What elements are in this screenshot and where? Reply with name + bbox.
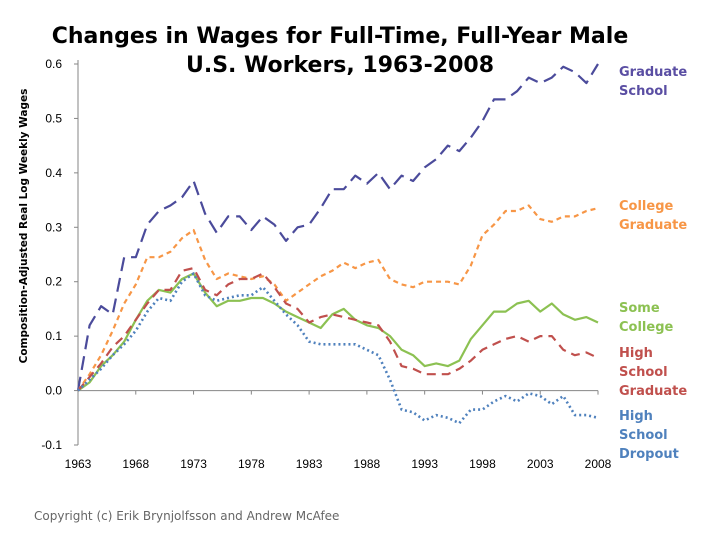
x-tick-label: 1978	[238, 457, 265, 471]
series-label-line: College	[619, 199, 674, 214]
y-axis-label: Composition-Adjusted Real Log Weekly Wag…	[18, 89, 30, 364]
y-tick-label: -0.1	[41, 438, 62, 452]
x-tick-label: 1993	[411, 457, 438, 471]
series-label-line: Graduate	[619, 65, 688, 80]
x-tick-label: 1998	[469, 457, 496, 471]
y-tick-label: 0.4	[45, 166, 62, 180]
series-label-high-school-graduate: High School Graduate	[619, 344, 709, 401]
y-tick-label: 0.2	[45, 275, 62, 289]
series-label-high-school-dropout: High School Dropout	[619, 407, 709, 464]
series-label-line: High	[619, 346, 653, 361]
y-tick-label: 0.6	[45, 57, 62, 71]
y-tick-label: 0.5	[45, 111, 62, 125]
series-label-some-college: Some College	[619, 299, 709, 337]
series-label-line: Dropout	[619, 447, 679, 462]
y-tick-label: 0.1	[45, 329, 62, 343]
series-label-line: Graduate	[619, 218, 688, 233]
axes: -0.1 0.0 0.1 0.2 0.3 0.4 0.5 0.6 1963 1968 1973 197…	[41, 57, 611, 471]
copyright-note: Copyright (c) Erik Brynjolfsson and Andr…	[34, 509, 340, 523]
series-line-high-school-dropout	[77, 272, 599, 425]
x-tick-label: 1988	[354, 457, 381, 471]
chart-title: Changes in Wages for Full-Time, Full-Yea…	[40, 22, 640, 80]
series-line-graduate-school	[76, 63, 599, 391]
series-label-line: School	[619, 84, 668, 99]
series-label-graduate-school: Graduate School	[619, 63, 709, 101]
x-tick-label: 1973	[180, 457, 207, 471]
y-tick-label: 0.3	[45, 220, 62, 234]
series-line-college-graduate	[77, 204, 599, 392]
chart-title-line1: Changes in Wages for Full-Time, Full-Yea…	[51, 24, 629, 49]
y-tick-label: 0.0	[45, 384, 62, 398]
x-tick-label: 1968	[122, 457, 149, 471]
series-line-high-school-graduate	[77, 267, 599, 392]
series-label-college-graduate: College Graduate	[619, 197, 709, 235]
x-tick-label: 1983	[296, 457, 323, 471]
series-label-line: College	[619, 320, 674, 335]
series-label-line: High	[619, 409, 653, 424]
x-tick-label: 2003	[527, 457, 554, 471]
series-lines	[76, 63, 599, 425]
series-label-line: School	[619, 365, 668, 380]
series-label-line: Some	[619, 301, 660, 316]
x-tick-label: 1963	[65, 457, 92, 471]
series-label-line: Graduate	[619, 384, 688, 399]
series-line-some-college	[77, 272, 599, 392]
x-tick-label: 2008	[585, 457, 612, 471]
chart-title-line2: U.S. Workers, 1963-2008	[185, 53, 495, 78]
series-label-line: School	[619, 428, 668, 443]
